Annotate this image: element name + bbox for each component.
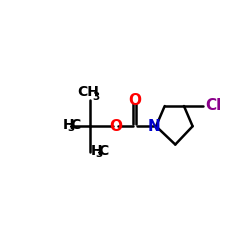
Text: O: O bbox=[128, 93, 141, 108]
Text: O: O bbox=[109, 119, 122, 134]
Text: H: H bbox=[63, 118, 74, 132]
Text: Cl: Cl bbox=[205, 98, 222, 112]
Text: 3: 3 bbox=[67, 123, 74, 133]
Text: N: N bbox=[148, 119, 161, 134]
Text: C: C bbox=[70, 118, 81, 132]
Text: H: H bbox=[90, 144, 102, 158]
Text: 3: 3 bbox=[93, 92, 100, 102]
Text: CH: CH bbox=[78, 85, 100, 99]
Text: 3: 3 bbox=[95, 149, 102, 159]
Text: C: C bbox=[98, 144, 108, 158]
